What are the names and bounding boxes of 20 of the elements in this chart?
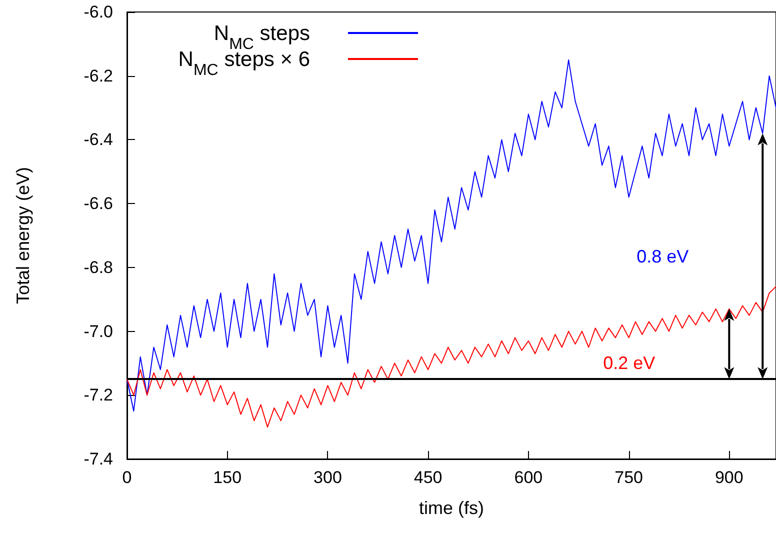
x-tick-label: 900 xyxy=(714,468,744,487)
x-tick-label: 450 xyxy=(414,468,442,487)
y-tick-label: -7.4 xyxy=(84,450,113,468)
y-tick-label: -6.6 xyxy=(84,194,113,214)
annotation: 0.2 eV xyxy=(603,353,656,374)
x-tick-label: 300 xyxy=(314,468,342,487)
y-axis-title: Total energy (eV) xyxy=(13,166,33,304)
y-tick-label: -6.0 xyxy=(84,2,113,22)
y-tick-label: -6.4 xyxy=(84,130,113,150)
x-axis-title: time (fs) xyxy=(419,498,484,518)
x-tick-label: 750 xyxy=(614,468,643,487)
y-tick-label: -6.8 xyxy=(84,258,113,277)
y-tick-label: -7.0 xyxy=(84,322,113,341)
y-tick-label: -6.2 xyxy=(84,66,113,86)
x-tick-label: 600 xyxy=(514,468,543,487)
x-tick-label: 0 xyxy=(122,468,132,487)
x-tick-label: 150 xyxy=(213,468,242,487)
annotation: 0.8 eV xyxy=(636,246,689,266)
line-series xyxy=(126,286,776,428)
y-tick-label: -7.2 xyxy=(84,386,113,405)
